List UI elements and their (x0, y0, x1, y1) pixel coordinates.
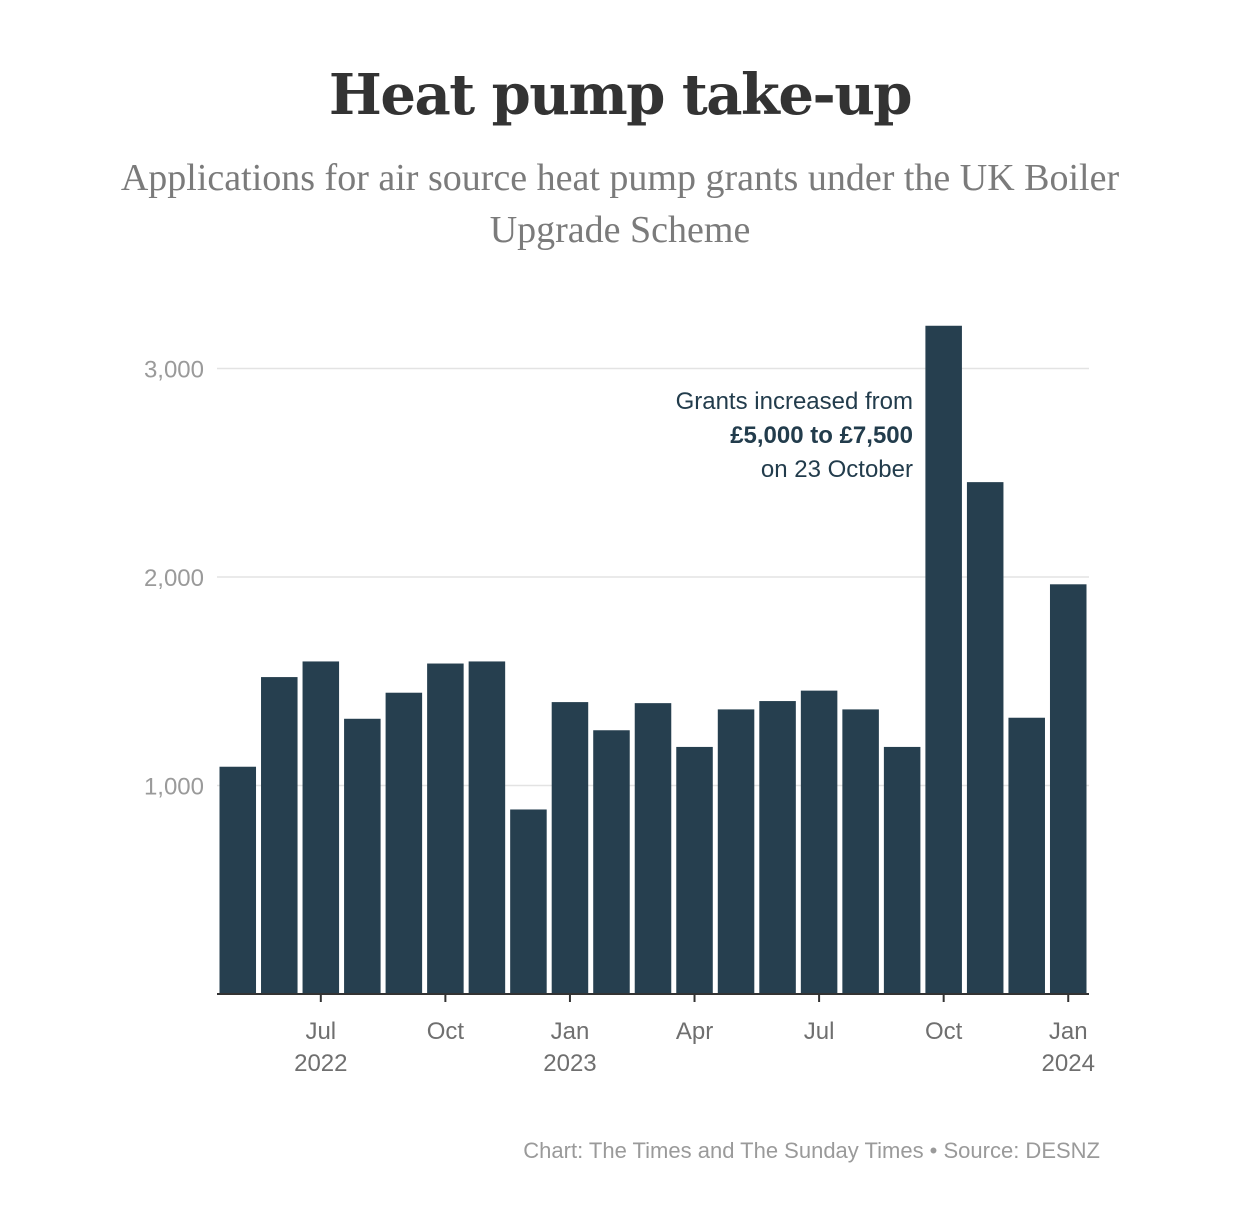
annotation: Grants increased from £5,000 to £7,500 o… (676, 388, 913, 483)
bar (925, 325, 962, 994)
bars (219, 325, 1087, 994)
chart-title: Heat pump take-up (328, 62, 913, 128)
bar (676, 746, 713, 994)
bar (800, 690, 838, 994)
x-tick-label: Apr (676, 1018, 713, 1045)
y-tick-label: 1,000 (144, 774, 204, 801)
x-tick-label: Jan (551, 1018, 590, 1045)
annotation-line-1: Grants increased from (676, 388, 913, 415)
bar (717, 709, 755, 994)
bar (385, 692, 423, 994)
bar (302, 661, 340, 994)
bar (468, 661, 506, 994)
bar (1008, 717, 1045, 994)
bar (593, 730, 630, 994)
bar (842, 709, 879, 994)
bar (551, 702, 589, 994)
x-tick-year: 2024 (1042, 1050, 1095, 1077)
bar (510, 809, 547, 994)
bar (1049, 584, 1087, 994)
x-tick-year: 2023 (543, 1050, 596, 1077)
bar (966, 482, 1004, 994)
x-axis: Jul 2022 Oct Jan 2023 Apr Jul Oct Jan 2024 (217, 993, 1095, 1077)
x-tick-label: Oct (925, 1018, 963, 1045)
x-tick-label: Oct (427, 1018, 465, 1045)
y-tick-label: 3,000 (144, 357, 204, 384)
annotation-line-3: on 23 October (761, 456, 913, 483)
source-note: Chart: The Times and The Sunday Times • … (523, 1138, 1100, 1163)
annotation-line-2: £5,000 to £7,500 (730, 422, 913, 449)
x-tick-label: Jul (305, 1018, 336, 1045)
bar (427, 663, 464, 994)
x-tick-label: Jul (804, 1018, 835, 1045)
bar (219, 766, 257, 994)
x-tick-year: 2022 (294, 1050, 347, 1077)
bar (261, 677, 298, 994)
bar (344, 718, 381, 994)
bar (634, 703, 672, 994)
bar (883, 746, 921, 994)
bar (759, 701, 796, 994)
chart-subtitle: Applications for air source heat pump gr… (120, 157, 1120, 251)
y-tick-label: 2,000 (144, 565, 204, 592)
x-tick-label: Jan (1049, 1018, 1088, 1045)
